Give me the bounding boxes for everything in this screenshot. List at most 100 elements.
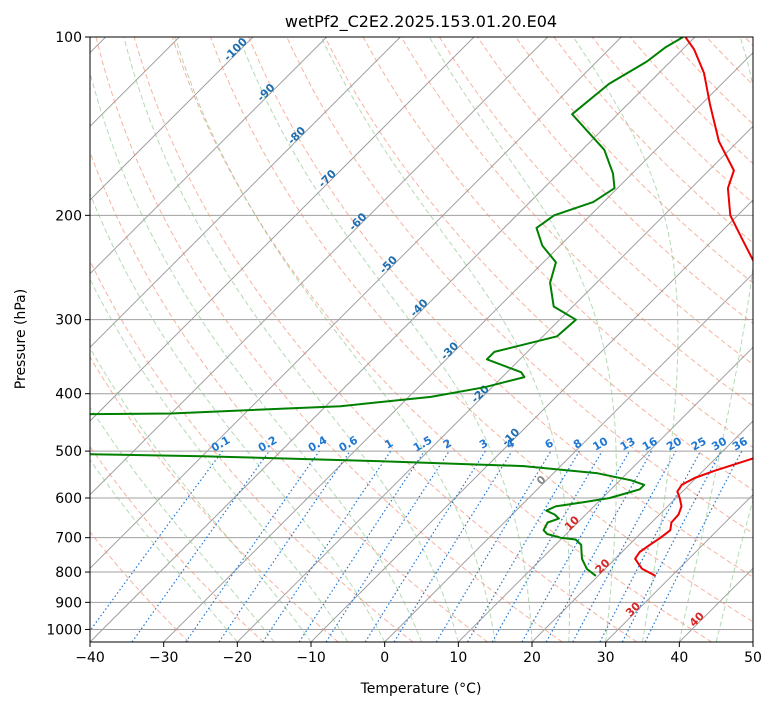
mixing-ratio-line bbox=[491, 450, 603, 642]
isotherm-label: -30 bbox=[438, 339, 461, 362]
isotherm-line bbox=[531, 420, 753, 642]
dry-adiabat-line bbox=[515, 37, 753, 284]
x-tick-label: 20 bbox=[523, 650, 541, 666]
x-tick-label: 0 bbox=[380, 650, 389, 666]
dry-adiabat-line bbox=[210, 37, 753, 623]
dry-adiabat-line bbox=[90, 531, 190, 642]
mixing-ratio-line bbox=[599, 450, 702, 642]
mixing-ratio-line bbox=[545, 450, 653, 642]
dry-adiabat-line bbox=[90, 150, 488, 642]
y-axis-label: Pressure (hPa) bbox=[13, 289, 29, 389]
moist-adiabat-line bbox=[123, 37, 459, 642]
dry-adiabat-line bbox=[477, 37, 753, 325]
y-tick-label: 1000 bbox=[46, 622, 82, 638]
chart-title: wetPf2_C2E2.2025.153.01.20.E04 bbox=[285, 12, 557, 32]
moist-adiabat-line bbox=[90, 406, 275, 642]
dry-adiabat-line bbox=[744, 37, 753, 47]
mixing-ratio-label: 6 bbox=[543, 436, 556, 451]
mixing-ratio-line bbox=[572, 450, 677, 642]
x-tick-label: −10 bbox=[296, 650, 326, 666]
sounding-profiles bbox=[90, 37, 753, 577]
y-tick-label: 100 bbox=[55, 30, 82, 46]
y-tick-label: 400 bbox=[55, 387, 82, 403]
y-tick-label: 500 bbox=[55, 444, 82, 460]
dry-adiabat-line bbox=[133, 37, 638, 642]
dry-adiabat-line bbox=[90, 356, 339, 642]
background-lines bbox=[90, 37, 753, 642]
moist-adiabat-line bbox=[90, 347, 312, 642]
dry-adiabat-line bbox=[553, 37, 753, 244]
mixing-ratio-line bbox=[298, 450, 425, 642]
moist-adiabat-line bbox=[678, 37, 753, 642]
isotherm-label: 10 bbox=[562, 513, 582, 533]
dry-adiabat-line bbox=[90, 259, 414, 642]
dry-adiabat-line bbox=[90, 445, 264, 642]
mixing-ratio-line bbox=[466, 450, 580, 642]
x-tick-label: 30 bbox=[597, 650, 615, 666]
moist-adiabat-line bbox=[428, 37, 617, 642]
moist-adiabat-line bbox=[90, 278, 349, 642]
isotherm-line bbox=[90, 37, 622, 570]
mixing-ratio-line bbox=[185, 450, 320, 642]
y-axis-ticks: 100 200 300 400 500 600 700 800 900 1000 bbox=[46, 30, 90, 638]
moist-adiabat-line bbox=[90, 70, 422, 642]
y-tick-label: 800 bbox=[55, 565, 82, 581]
dewpoint-profile bbox=[90, 37, 684, 416]
mixing-ratio-line bbox=[90, 450, 223, 632]
moist-adiabat-line bbox=[572, 37, 679, 642]
plot-frame bbox=[89, 36, 754, 643]
temperature-profile bbox=[634, 37, 753, 577]
moist-adiabat-line bbox=[715, 497, 753, 642]
isotherm-line bbox=[752, 641, 753, 642]
isotherm-line bbox=[90, 37, 549, 496]
mixing-ratio-label: 2 bbox=[441, 437, 454, 452]
x-tick-label: 10 bbox=[449, 650, 467, 666]
mixing-ratio-line bbox=[393, 450, 513, 642]
y-tick-label: 600 bbox=[55, 491, 82, 507]
isotherm-line bbox=[90, 37, 328, 275]
dry-adiabat-line bbox=[591, 37, 753, 204]
mixing-ratio-line bbox=[364, 450, 486, 642]
x-tick-label: 40 bbox=[670, 650, 688, 666]
isotherm-label: 40 bbox=[687, 609, 707, 629]
isotherm-label: -40 bbox=[407, 296, 430, 319]
moist-adiabat-line bbox=[174, 37, 496, 642]
isotherm-label: -60 bbox=[346, 210, 369, 233]
dry-adiabat-line bbox=[286, 37, 753, 534]
x-axis-label: Temperature (°C) bbox=[360, 681, 482, 697]
y-tick-label: 300 bbox=[55, 313, 82, 329]
dewpoint-profile bbox=[90, 453, 646, 577]
x-tick-label: −20 bbox=[223, 650, 253, 666]
isotherm-line bbox=[236, 125, 753, 642]
dry-adiabat-line bbox=[400, 37, 753, 407]
isotherm-label: -10 bbox=[499, 425, 522, 448]
isotherm-line bbox=[384, 272, 753, 642]
dry-adiabat-line bbox=[438, 37, 753, 365]
isotherm-line bbox=[90, 37, 475, 422]
mixing-ratio-line bbox=[435, 450, 552, 642]
x-tick-label: −40 bbox=[75, 650, 105, 666]
isotherm-line bbox=[163, 51, 753, 642]
isotherm-label: -90 bbox=[254, 81, 277, 104]
y-tick-label: 900 bbox=[55, 595, 82, 611]
dry-adiabat-line bbox=[95, 37, 563, 642]
mixing-ratio-line bbox=[131, 450, 270, 642]
y-tick-label: 200 bbox=[55, 208, 82, 224]
moist-adiabat-line bbox=[90, 192, 386, 642]
isotherm-line bbox=[90, 37, 696, 642]
mixing-ratio-line bbox=[218, 450, 351, 642]
mixing-ratio-label: 1 bbox=[382, 437, 395, 452]
isotherm-label: 20 bbox=[593, 556, 613, 576]
isotherm-line bbox=[678, 567, 753, 642]
mixing-ratio-line bbox=[325, 450, 450, 642]
y-tick-label: 700 bbox=[55, 531, 82, 547]
isotherm-line bbox=[605, 493, 753, 642]
moist-adiabat-line bbox=[320, 37, 571, 642]
x-tick-label: 50 bbox=[744, 650, 762, 666]
dry-adiabat-line bbox=[248, 37, 753, 578]
isotherm-line bbox=[90, 37, 401, 349]
line-annotations: 0.1 0.2 0.4 0.6 1 1.5 2 3 4 6 8 10 13 16 20 25 30 36-100-… bbox=[209, 35, 750, 630]
mixing-ratio-line bbox=[521, 450, 631, 642]
dry-adiabat-line bbox=[171, 37, 712, 642]
